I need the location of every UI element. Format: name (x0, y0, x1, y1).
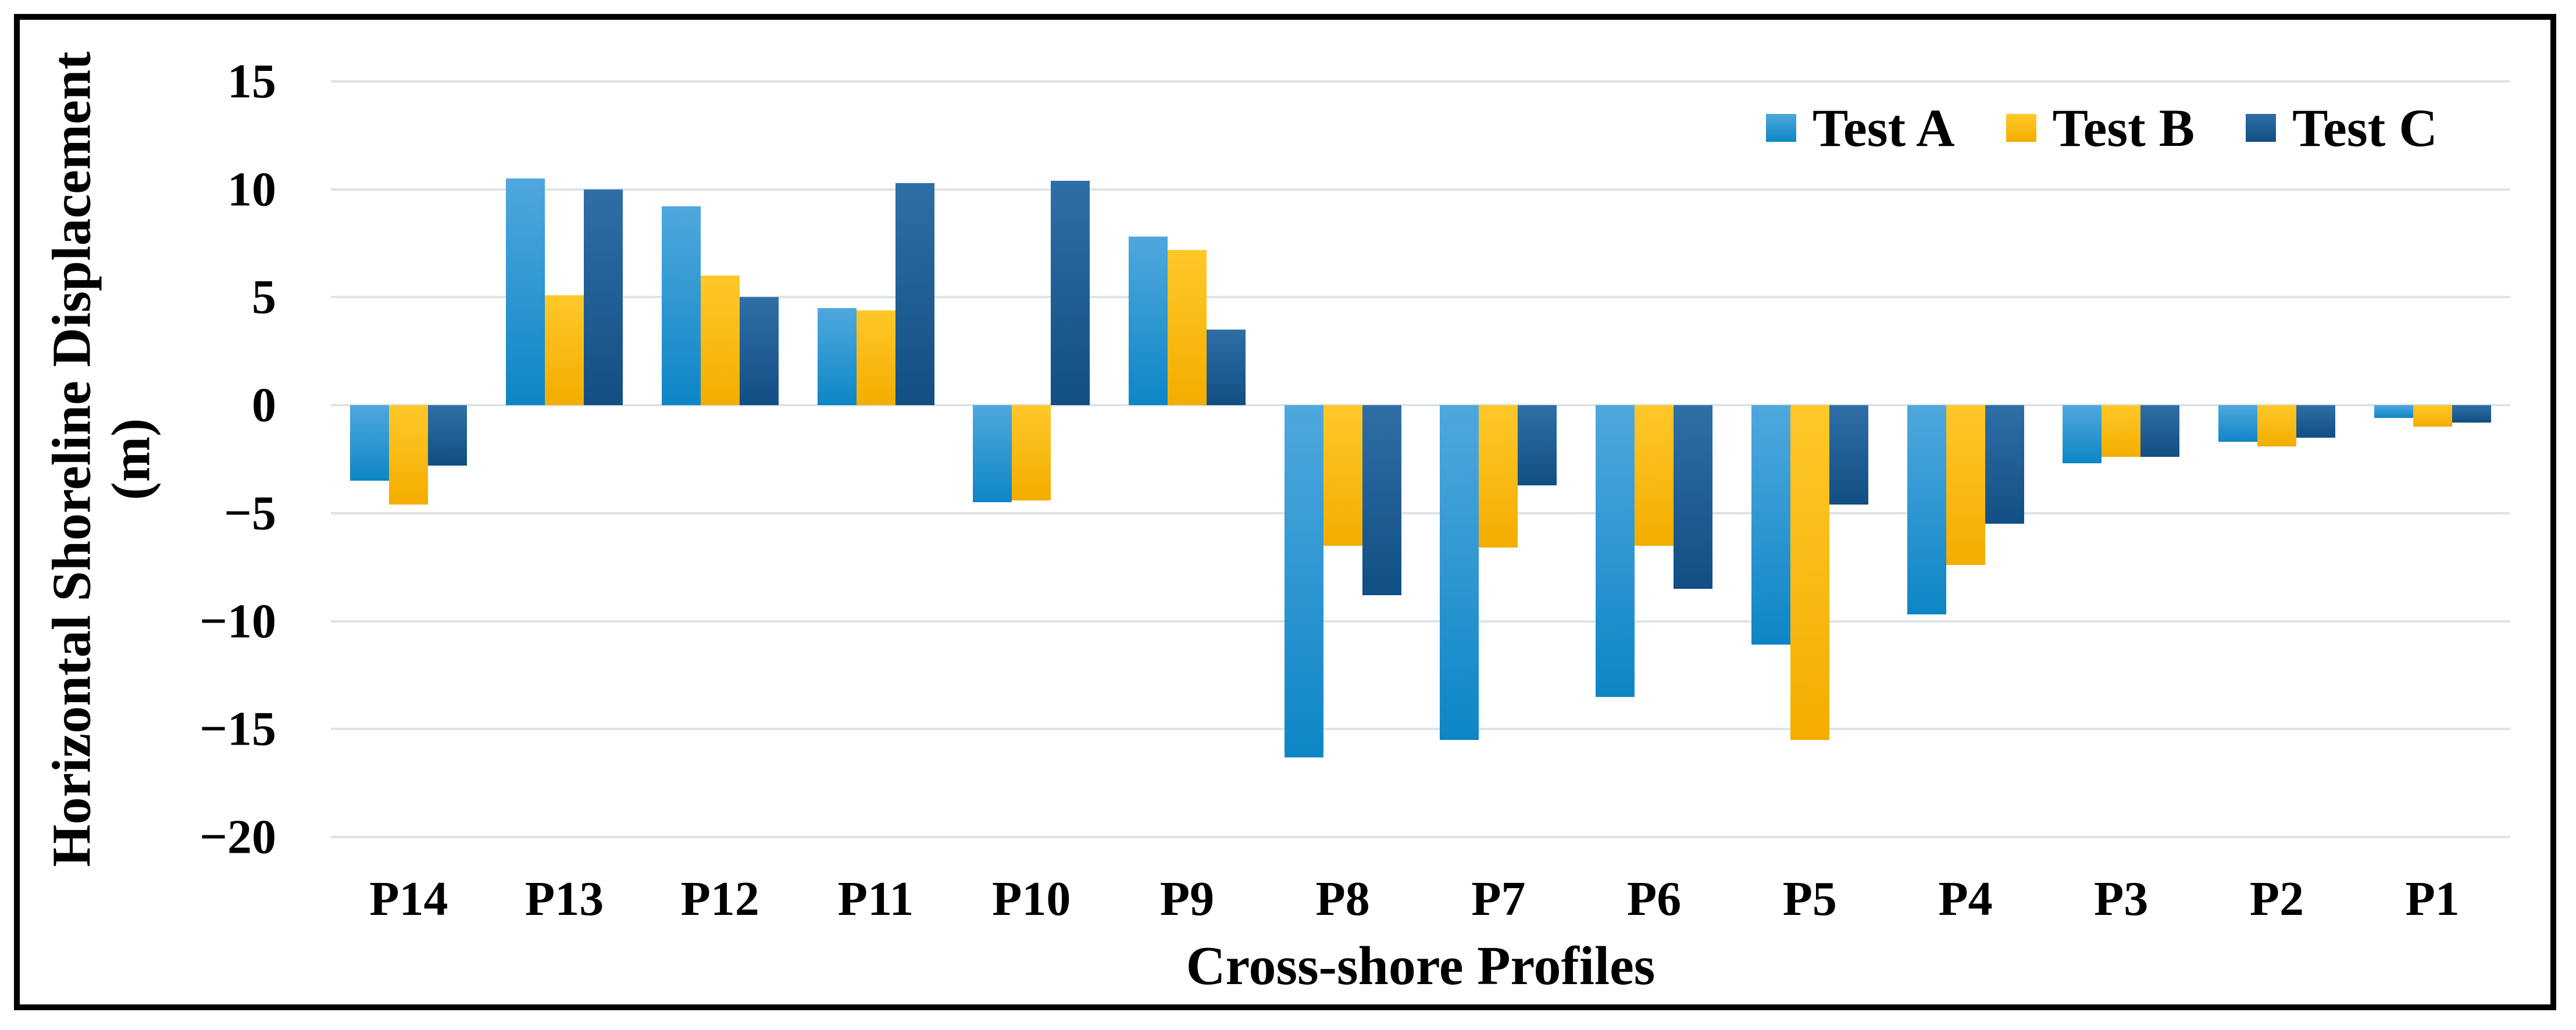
x-tick-label-p4: P4 (1938, 872, 1993, 926)
bar-test-b-p3 (2102, 405, 2141, 457)
x-tick-label-p7: P7 (1471, 872, 1526, 926)
y-tick-label: 10 (227, 162, 276, 217)
bar-test-c-p4 (1985, 405, 2024, 524)
y-tick-label: −5 (224, 486, 276, 541)
gridline-y--5 (331, 512, 2510, 514)
x-tick-label-p10: P10 (992, 872, 1071, 926)
gridline-y--10 (331, 620, 2510, 623)
y-tick-label: 15 (227, 54, 276, 109)
x-tick-label-p5: P5 (1782, 872, 1837, 926)
bar-test-a-p5 (1751, 405, 1790, 645)
bar-test-c-p11 (895, 183, 934, 406)
bar-test-c-p14 (428, 405, 468, 466)
bar-test-a-p1 (2374, 405, 2413, 419)
legend-swatch-icon (2246, 114, 2277, 142)
x-axis-title: Cross-shore Profiles (1186, 936, 1656, 996)
bar-test-a-p10 (973, 405, 1012, 503)
bar-test-b-p10 (1012, 405, 1051, 500)
bar-test-c-p7 (1518, 405, 1557, 485)
bar-test-c-p5 (1829, 405, 1868, 505)
bar-test-c-p10 (1051, 180, 1090, 406)
bar-test-c-p3 (2140, 405, 2180, 457)
legend-label: Test C (2292, 98, 2438, 158)
y-axis-tick-labels: 15 10 5 0 −5 −10 −15 −20 (0, 55, 276, 864)
bar-test-b-p8 (1323, 405, 1362, 546)
legend-item-test-b: Test B (2006, 101, 2195, 155)
x-tick-label-p11: P11 (837, 872, 914, 926)
bar-test-b-p1 (2413, 405, 2452, 427)
x-tick-label-p12: P12 (680, 872, 759, 926)
bar-test-a-p2 (2218, 405, 2257, 442)
x-tick-label-p1: P1 (2405, 872, 2460, 926)
gridline-y-5 (331, 296, 2510, 299)
bar-test-c-p1 (2452, 405, 2491, 423)
x-tick-label-p13: P13 (525, 872, 604, 926)
x-tick-label-p3: P3 (2094, 872, 2149, 926)
y-tick-label: 5 (252, 270, 276, 324)
x-tick-label-p14: P14 (369, 872, 448, 926)
y-tick-label: 0 (252, 378, 276, 432)
bar-test-b-p13 (545, 295, 584, 406)
x-axis-tick-labels: P14 P13 P12 P11 P10 P9 P8 P7 P6 P5 P4 P3 P2 P1 (331, 871, 2510, 935)
bar-test-c-p2 (2296, 405, 2335, 438)
y-tick-label: −15 (199, 702, 276, 756)
bar-test-a-p11 (817, 308, 857, 406)
bar-test-a-p6 (1596, 405, 1635, 697)
bar-test-a-p12 (661, 206, 701, 406)
legend-label: Test B (2052, 98, 2195, 158)
bar-test-a-p7 (1440, 405, 1479, 740)
x-tick-label-p9: P9 (1159, 872, 1215, 926)
legend-label: Test A (1813, 98, 1955, 158)
bar-test-c-p12 (739, 297, 779, 406)
x-tick-label-p2: P2 (2249, 872, 2304, 926)
legend-swatch-icon (1766, 114, 1796, 142)
bar-test-b-p4 (1946, 405, 1985, 565)
legend-swatch-icon (2006, 114, 2036, 142)
y-tick-label: −20 (199, 810, 276, 864)
y-tick-label: −10 (199, 594, 276, 649)
bar-test-a-p9 (1128, 237, 1168, 406)
legend-item-test-c: Test C (2246, 101, 2438, 155)
bar-test-b-p9 (1167, 249, 1207, 406)
bar-test-a-p3 (2063, 405, 2102, 464)
bar-test-a-p13 (506, 178, 545, 406)
bar-test-b-p12 (700, 276, 740, 406)
plot-area (331, 80, 2510, 838)
gridline-y--20 (331, 836, 2510, 838)
bar-test-b-p6 (1635, 405, 1674, 546)
x-tick-label-p6: P6 (1626, 872, 1682, 926)
legend-item-test-a: Test A (1766, 101, 1955, 155)
bar-test-a-p14 (350, 405, 390, 481)
bar-test-b-p14 (389, 405, 429, 505)
bar-test-c-p9 (1206, 330, 1246, 406)
bar-test-a-p4 (1907, 405, 1946, 615)
bar-test-a-p8 (1284, 405, 1323, 757)
gridline-y-15 (331, 80, 2510, 83)
bar-test-b-p5 (1790, 405, 1829, 740)
bar-test-b-p7 (1479, 405, 1518, 548)
gridline-y--15 (331, 728, 2510, 731)
bar-test-b-p2 (2257, 405, 2296, 446)
bar-test-c-p6 (1674, 405, 1713, 589)
bar-test-c-p13 (584, 189, 623, 406)
bar-test-b-p11 (856, 310, 895, 406)
bar-test-c-p8 (1362, 405, 1401, 595)
gridline-y-10 (331, 188, 2510, 191)
x-tick-label-p8: P8 (1315, 872, 1370, 926)
legend: Test A Test B Test C (1766, 93, 2438, 163)
gridline-y-0 (331, 404, 2510, 407)
